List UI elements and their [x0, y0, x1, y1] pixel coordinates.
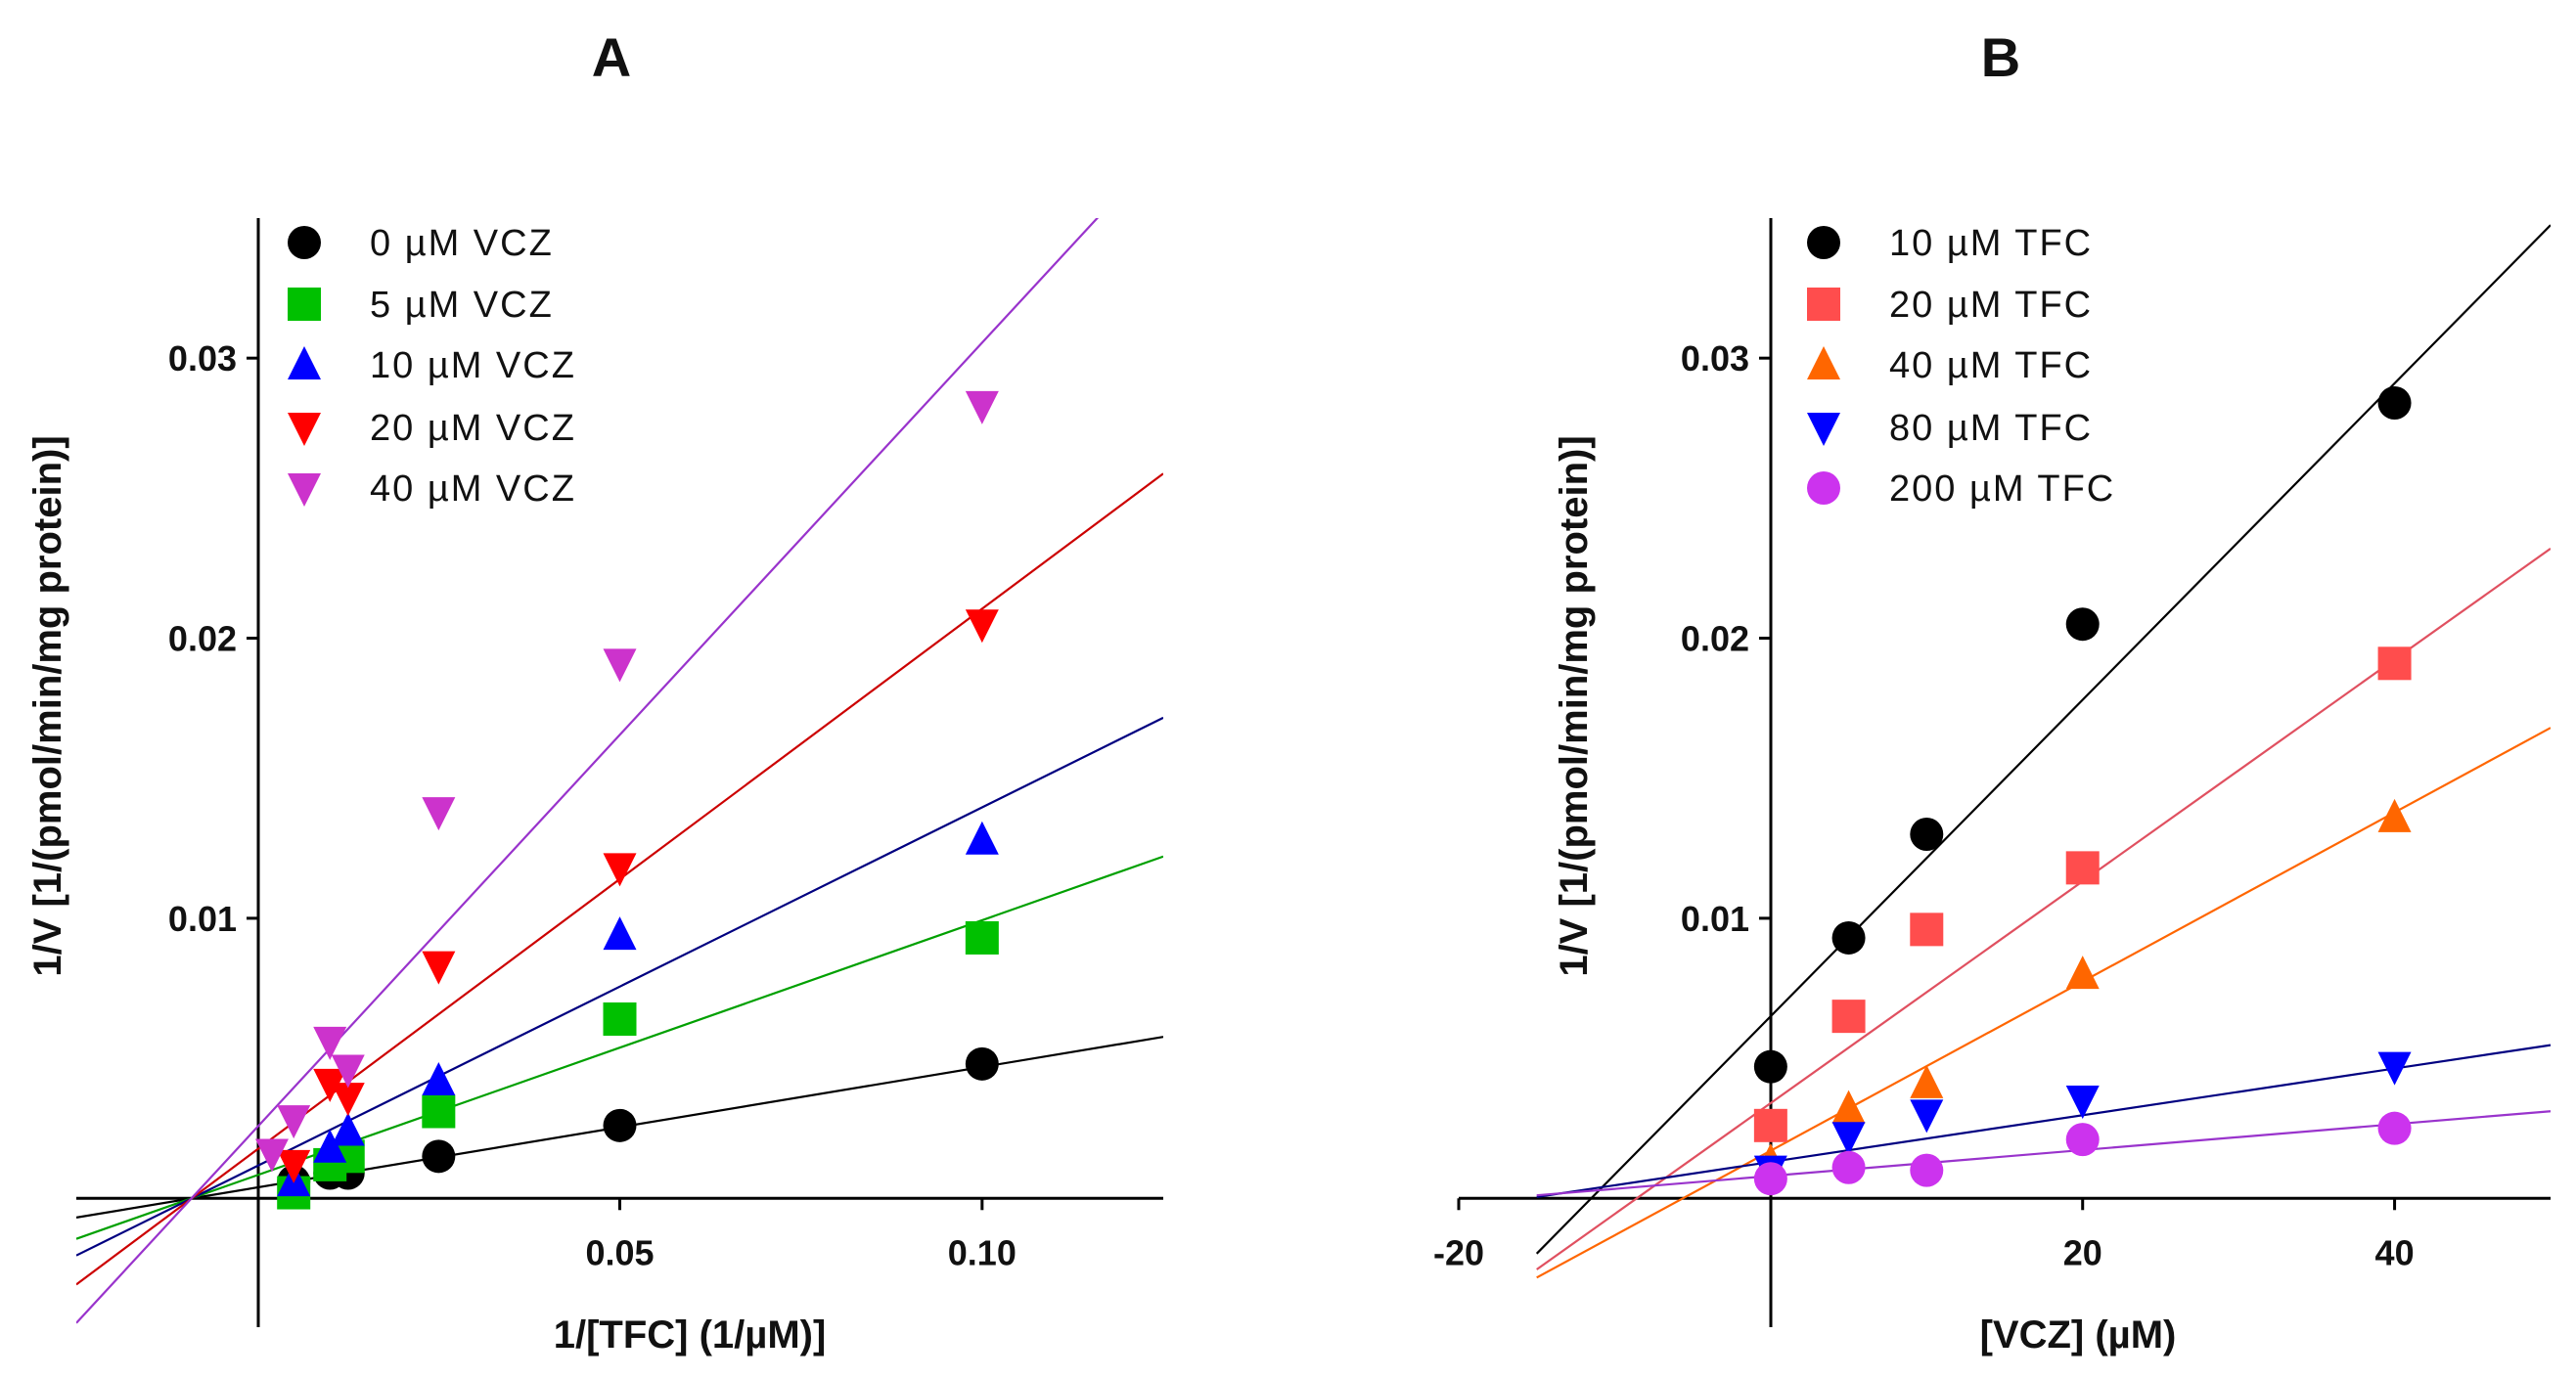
legend-label: 40 µM VCZ: [370, 468, 576, 510]
x-tick-label: 20: [2063, 1232, 2102, 1272]
data-point: [965, 920, 999, 955]
legend-marker: [288, 226, 321, 259]
data-point: [313, 1129, 347, 1163]
legend-marker: [1807, 226, 1840, 259]
data-point: [1831, 1150, 1866, 1184]
data-point: [1910, 818, 1944, 851]
data-point: [1831, 1000, 1866, 1034]
y-tick-label: 0.01: [168, 899, 237, 939]
y-tick-label: 0.03: [1681, 338, 1749, 378]
x-tick-label: 0.05: [585, 1232, 654, 1272]
data-point: [2377, 1051, 2412, 1086]
data-point: [603, 1108, 637, 1142]
data-point: [313, 1026, 347, 1060]
data-point: [1910, 1064, 1944, 1098]
data-point: [1910, 1153, 1944, 1187]
x-tick-label: -20: [1433, 1232, 1484, 1272]
legend-label: 200 µM TFC: [1889, 468, 2115, 510]
data-point: [603, 916, 637, 951]
panel-b: B -20 20 40 0.01 0.02 0.03 [VCZ] (µM) 1/V [1/(pm…: [1433, 26, 2551, 1357]
panel-title: A: [592, 26, 631, 88]
data-point: [965, 1046, 999, 1081]
legend-label: 20 µM TFC: [1889, 285, 2093, 326]
data-point: [2065, 1123, 2100, 1157]
data-point: [1831, 1090, 1866, 1124]
y-tick-label: 0.02: [1681, 619, 1749, 659]
data-point: [331, 1112, 365, 1146]
data-point: [965, 390, 999, 424]
data-point: [2065, 1086, 2100, 1120]
data-point: [422, 951, 456, 985]
data-point: [422, 797, 456, 831]
legend-label: 20 µM VCZ: [370, 408, 576, 449]
legend-label: 40 µM TFC: [1889, 345, 2093, 386]
fit-line-4: [76, 218, 1100, 1324]
panel-title: B: [1981, 26, 2020, 88]
panel-a: A 0.05 0.10 0.01 0.02 0.03 1/[TFC] (1/µM)] 1/V …: [26, 26, 1163, 1357]
data-point: [2377, 1111, 2412, 1145]
data-point: [422, 1094, 456, 1129]
legend-marker: [288, 473, 321, 507]
legend-marker: [288, 413, 321, 446]
legend-label: 0 µM VCZ: [370, 223, 554, 264]
x-axis-label: 1/[TFC] (1/µM)]: [554, 1313, 827, 1357]
legend-marker: [1807, 288, 1840, 321]
fit-line-1: [76, 855, 1163, 1240]
data-point: [422, 1139, 456, 1174]
data-point: [2065, 607, 2100, 642]
fit-line-2: [76, 716, 1163, 1257]
data-point: [1753, 1108, 1787, 1142]
legend-marker: [288, 346, 321, 379]
data-point: [603, 853, 637, 887]
x-tick-label: 0.10: [948, 1232, 1017, 1272]
data-point: [1831, 920, 1866, 955]
fit-line-2: [1536, 727, 2551, 1279]
legend-label: 10 µM VCZ: [370, 345, 576, 386]
legend-label: 80 µM TFC: [1889, 408, 2093, 449]
y-axis-label: 1/V [1/(pmol/min/mg protein)]: [1553, 435, 1596, 976]
y-axis-label: 1/V [1/(pmol/min/mg protein)]: [26, 435, 69, 976]
legend-label: 10 µM TFC: [1889, 223, 2093, 264]
data-point: [2065, 851, 2100, 885]
y-tick-label: 0.03: [168, 338, 237, 378]
data-point: [277, 1105, 311, 1139]
data-point: [1831, 1122, 1866, 1156]
data-point: [603, 1002, 637, 1036]
legend-marker: [1807, 413, 1840, 446]
data-point: [1910, 912, 1944, 947]
data-point: [2377, 646, 2412, 681]
data-point: [331, 1054, 365, 1089]
data-point: [422, 1062, 456, 1095]
legend-label: 5 µM VCZ: [370, 285, 554, 326]
data-point: [2377, 386, 2412, 420]
legend-marker: [1807, 471, 1840, 505]
data-point: [1910, 1099, 1944, 1134]
data-point: [1753, 1049, 1787, 1084]
data-point: [965, 821, 999, 855]
data-point: [1753, 1162, 1787, 1196]
data-point: [603, 648, 637, 683]
data-point: [965, 609, 999, 644]
data-point: [2065, 956, 2100, 990]
fit-line-3: [1536, 1044, 2551, 1198]
x-axis-label: [VCZ] (µM): [1980, 1313, 2177, 1357]
x-tick-label: 40: [2375, 1232, 2415, 1272]
data-point: [2377, 798, 2412, 832]
y-tick-label: 0.02: [168, 619, 237, 659]
data-point: [331, 1083, 365, 1117]
data-point: [313, 1068, 347, 1102]
legend-marker: [288, 288, 321, 321]
data-point: [277, 1149, 311, 1183]
y-tick-label: 0.01: [1681, 899, 1749, 939]
legend-marker: [1807, 346, 1840, 379]
data-point: [254, 1138, 289, 1173]
